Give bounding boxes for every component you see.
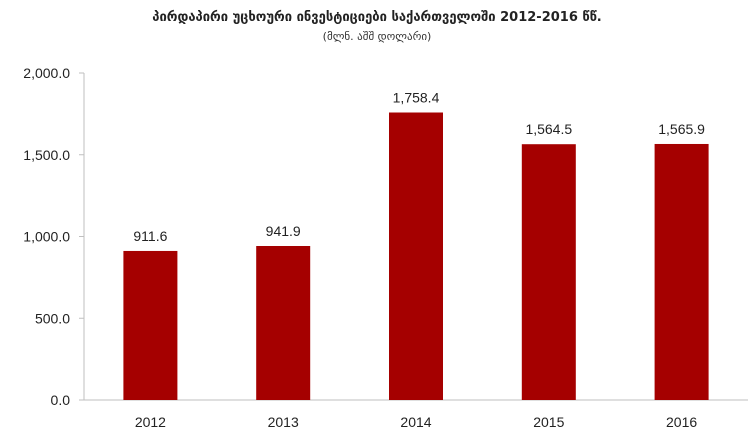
bar [521,144,576,400]
bar [256,245,311,400]
y-tick-label: 2,000.0 [23,65,70,81]
bar [123,250,178,400]
x-tick-label: 2013 [268,414,299,429]
data-label: 1,564.5 [525,121,572,137]
data-label: 1,565.9 [658,121,705,137]
data-label: 941.9 [266,223,301,239]
x-tick-label: 2015 [533,414,564,429]
bar [389,112,443,401]
y-tick-label: 1,000.0 [23,229,70,245]
data-label: 1,758.4 [393,90,440,106]
y-tick-label: 0.0 [51,392,71,408]
x-tick-label: 2016 [666,414,697,429]
y-tick-label: 500.0 [35,310,70,326]
y-tick-label: 1,500.0 [23,147,70,163]
bar [654,143,709,401]
data-label: 911.6 [133,228,167,244]
chart-subtitle: (მლნ. აშშ დოლარი) [322,30,432,43]
x-tick-label: 2014 [400,414,431,429]
chart-title: პირდაპირი უცხოური ინვესტიციები საქართველ… [152,10,602,25]
x-tick-label: 2012 [135,414,166,429]
